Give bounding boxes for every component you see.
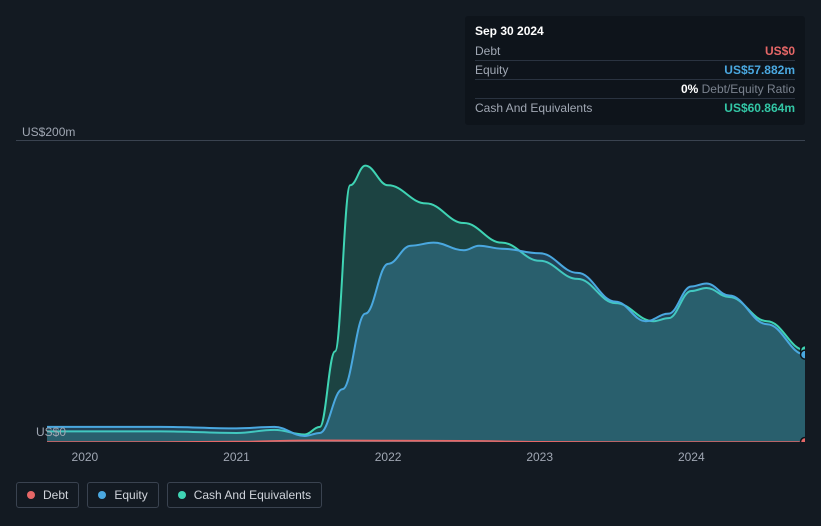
tooltip-date: Sep 30 2024: [475, 24, 795, 38]
tooltip-row-value: US$57.882m: [724, 63, 795, 77]
legend-dot-icon: [178, 491, 186, 499]
legend-item-cash-and-equivalents[interactable]: Cash And Equivalents: [167, 482, 322, 508]
legend-label: Debt: [43, 488, 68, 502]
x-axis-tick-label: 2020: [72, 450, 99, 464]
chart-legend: Debt Equity Cash And Equivalents: [16, 482, 322, 508]
data-tooltip: Sep 30 2024 Debt US$0 Equity US$57.882m 0% D…: [465, 16, 805, 125]
legend-item-debt[interactable]: Debt: [16, 482, 79, 508]
tooltip-row: 0% Debt/Equity Ratio: [475, 80, 795, 99]
tooltip-row-value: 0% Debt/Equity Ratio: [681, 82, 795, 96]
tooltip-row-label: Cash And Equivalents: [475, 101, 592, 115]
x-axis-tick-label: 2022: [375, 450, 402, 464]
tooltip-row-label: Equity: [475, 63, 508, 77]
area-chart: [47, 140, 805, 442]
tooltip-row: Debt US$0: [475, 42, 795, 61]
tooltip-row: Equity US$57.882m: [475, 61, 795, 80]
x-axis-tick-label: 2024: [678, 450, 705, 464]
y-axis-max-label: US$200m: [22, 125, 75, 139]
series-area-equity: [47, 243, 805, 442]
end-marker-equity: [801, 350, 806, 359]
x-axis-tick-label: 2021: [223, 450, 250, 464]
x-axis-labels: 2020 2021 2022 2023 2024: [47, 450, 805, 470]
legend-label: Cash And Equivalents: [194, 488, 311, 502]
x-axis-tick-label: 2023: [526, 450, 553, 464]
tooltip-row: Cash And Equivalents US$60.864m: [475, 99, 795, 117]
legend-dot-icon: [27, 491, 35, 499]
tooltip-row-value: US$0: [765, 44, 795, 58]
legend-label: Equity: [114, 488, 147, 502]
legend-dot-icon: [98, 491, 106, 499]
tooltip-row-value: US$60.864m: [724, 101, 795, 115]
y-axis-min-label: US$0: [36, 425, 66, 439]
tooltip-row-label: Debt: [475, 44, 500, 58]
legend-item-equity[interactable]: Equity: [87, 482, 158, 508]
